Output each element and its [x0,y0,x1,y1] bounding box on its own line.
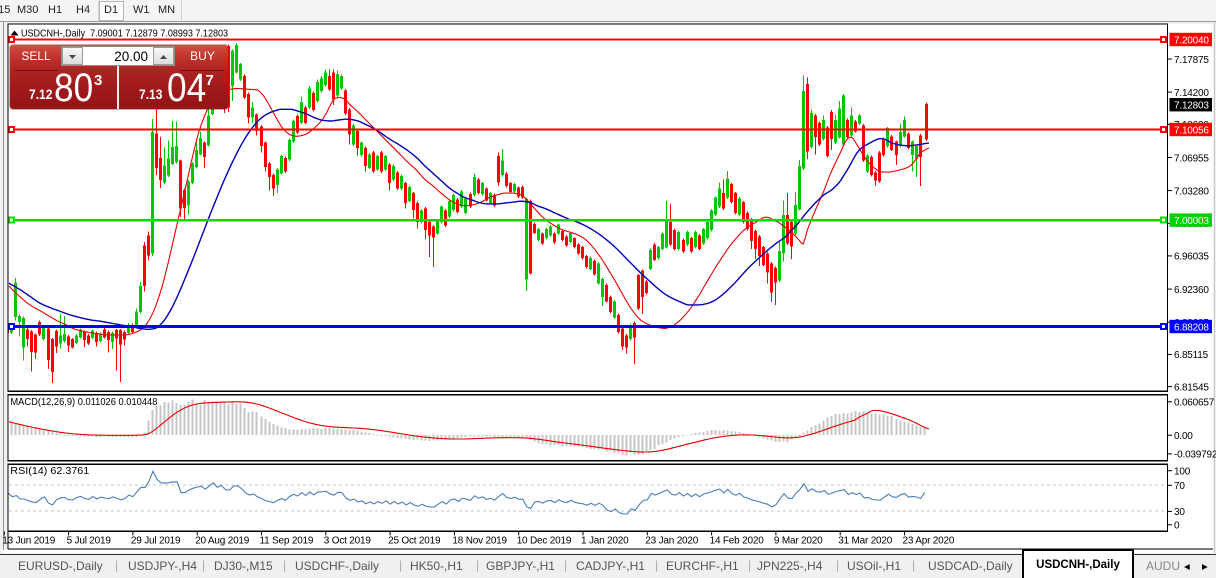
svg-text:31 Mar 2020: 31 Mar 2020 [838,536,893,547]
svg-text:3 Oct 2019: 3 Oct 2019 [324,536,372,547]
svg-text:-0.039792: -0.039792 [1174,450,1216,461]
svg-text:RSI(14) 62.3761: RSI(14) 62.3761 [10,465,89,477]
svg-text:7.14200: 7.14200 [1174,88,1209,99]
svg-text:6.96035: 6.96035 [1174,252,1209,263]
svg-text:7.12803: 7.12803 [1174,101,1209,112]
svg-text:5 Jul 2019: 5 Jul 2019 [67,536,112,547]
svg-text:29 Jul 2019: 29 Jul 2019 [131,536,181,547]
svg-text:7.17875: 7.17875 [1174,55,1209,66]
svg-text:23 Jan 2020: 23 Jan 2020 [645,536,698,547]
svg-text:100: 100 [1174,467,1191,478]
svg-text:MACD(12,26,9) 0.011026 0.01044: MACD(12,26,9) 0.011026 0.010448 [10,396,157,408]
svg-text:18 Nov 2019: 18 Nov 2019 [452,536,507,547]
svg-text:0: 0 [1174,521,1180,532]
svg-text:7.03280: 7.03280 [1174,186,1209,197]
svg-text:13 Jun 2019: 13 Jun 2019 [2,536,55,547]
svg-text:7.20040: 7.20040 [1174,35,1209,46]
svg-text:7.10056: 7.10056 [1174,125,1209,136]
svg-text:6.88208: 6.88208 [1174,322,1209,333]
svg-text:7.00003: 7.00003 [1174,216,1209,227]
svg-text:10 Dec 2019: 10 Dec 2019 [517,536,572,547]
svg-text:7.06955: 7.06955 [1174,153,1209,164]
svg-text:23 Apr 2020: 23 Apr 2020 [903,536,955,547]
svg-text:6.92360: 6.92360 [1174,285,1209,296]
svg-text:30: 30 [1174,507,1185,518]
svg-text:0.00: 0.00 [1174,431,1193,442]
svg-text:25 Oct 2019: 25 Oct 2019 [388,536,441,547]
svg-text:0.060657: 0.060657 [1174,398,1215,409]
svg-text:14 Feb 2020: 14 Feb 2020 [710,536,765,547]
svg-text:20 Aug 2019: 20 Aug 2019 [195,536,250,547]
svg-text:USDCNH-,Daily 7.09001 7.12879: USDCNH-,Daily 7.09001 7.12879 7.08993 7.… [21,28,228,40]
svg-text:11 Sep 2019: 11 Sep 2019 [260,536,314,547]
svg-text:1 Jan 2020: 1 Jan 2020 [581,536,629,547]
svg-text:9 Mar 2020: 9 Mar 2020 [774,536,823,547]
svg-text:6.85115: 6.85115 [1174,350,1209,361]
svg-text:6.81545: 6.81545 [1174,382,1209,393]
svg-text:70: 70 [1174,481,1185,492]
